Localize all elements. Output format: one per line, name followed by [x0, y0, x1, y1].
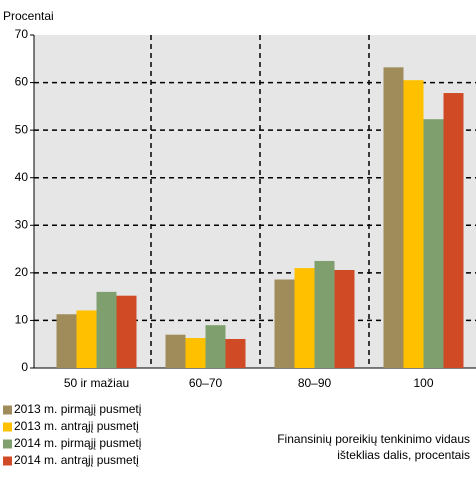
legend-label: 2013 m. antrąjį pusmetį: [14, 419, 139, 433]
bar: [294, 268, 315, 368]
bar: [423, 119, 444, 368]
bar: [56, 314, 77, 368]
bar: [205, 325, 226, 368]
legend-swatch: [3, 456, 12, 466]
bar: [116, 295, 137, 368]
y-axis-label: Procentai: [3, 9, 54, 23]
legend-label: 2014 m. pirmąjį pusmetį: [14, 436, 142, 450]
y-tick-label: 50: [15, 122, 29, 136]
legend-swatch: [3, 439, 12, 449]
x-tick-label: 100: [413, 376, 433, 390]
legend-swatch: [3, 422, 12, 432]
y-tick-label: 70: [15, 27, 29, 41]
bar: [76, 310, 97, 368]
bar: [274, 279, 295, 368]
x-tick-label: 80–90: [298, 376, 332, 390]
y-tick-label: 20: [15, 265, 29, 279]
bar: [96, 291, 117, 368]
bar: [403, 80, 424, 368]
x-tick-label: 60–70: [189, 376, 223, 390]
annotation: Finansinių poreikių tenkinimo vidaus: [277, 432, 470, 446]
bar: [185, 338, 206, 368]
bar: [334, 270, 355, 368]
y-tick-label: 60: [15, 75, 29, 89]
bar: [225, 338, 246, 368]
legend-label: 2014 m. antrąjį pusmetį: [14, 453, 139, 467]
bar: [383, 67, 404, 368]
x-tick-label: 50 ir mažiau: [64, 376, 129, 390]
y-tick-label: 0: [21, 360, 28, 374]
legend-label: 2013 m. pirmąjį pusmetį: [14, 402, 142, 416]
y-tick-label: 30: [15, 217, 29, 231]
y-tick-label: 40: [15, 170, 29, 184]
y-tick-label: 10: [15, 313, 29, 327]
legend-swatch: [3, 405, 12, 415]
annotation: išteklias dalis, procentais: [337, 448, 470, 462]
bar: [314, 260, 335, 368]
bar: [443, 93, 464, 368]
bar: [165, 334, 186, 368]
